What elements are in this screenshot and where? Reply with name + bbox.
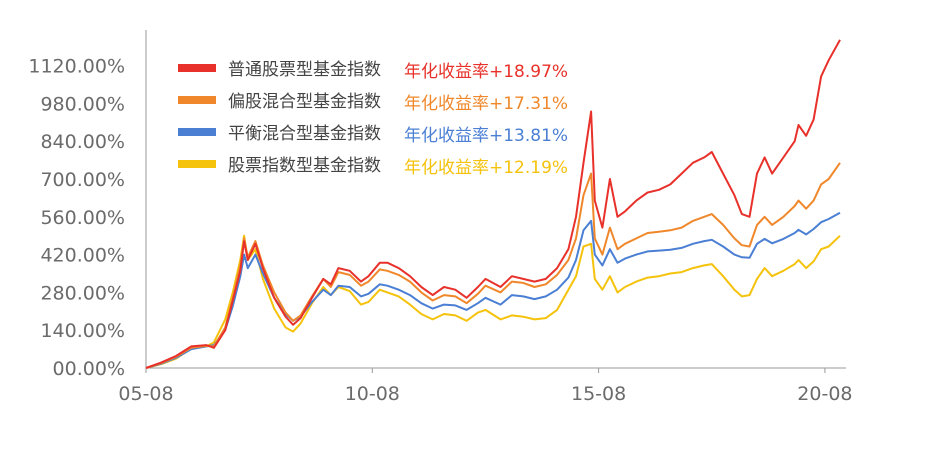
series-line-2	[145, 211, 841, 369]
y-tick-label: 980.00%	[40, 93, 125, 115]
y-tick-label: 420.00%	[40, 245, 125, 267]
legend-series-name: 普通股票型基金指数	[228, 60, 381, 80]
legend-series-name: 偏股混合型基金指数	[228, 92, 381, 112]
legend-annual-return: 年化收益率+18.97%	[404, 62, 568, 82]
x-axis-ticks: 05-08 10-08 15-08 20-08	[118, 368, 853, 405]
legend-swatch	[178, 64, 216, 72]
legend-swatch	[178, 96, 216, 104]
x-tick-label: 20-08	[797, 383, 852, 405]
y-tick-label: 1120.00%	[28, 56, 125, 78]
series-line-3	[145, 234, 841, 369]
y-tick-label: 700.00%	[40, 169, 125, 191]
x-tick-label: 05-08	[118, 383, 173, 405]
y-tick-label: 00.00%	[53, 358, 125, 380]
y-tick-label: 280.00%	[40, 282, 125, 304]
legend: 普通股票型基金指数 年化收益率+18.97% 偏股混合型基金指数 年化收益率+17.3…	[178, 60, 568, 178]
y-axis-ticks: 00.00% 140.00% 280.00% 420.00% 560.00% 700.00…	[28, 56, 125, 380]
legend-swatch	[178, 160, 216, 168]
x-tick-label: 15-08	[571, 383, 626, 405]
legend-annual-return: 年化收益率+17.31%	[404, 94, 568, 114]
legend-swatch	[178, 128, 216, 136]
series-line-0	[145, 39, 841, 369]
x-tick-label: 10-08	[345, 383, 400, 405]
y-tick-label: 560.00%	[40, 207, 125, 229]
legend-series-name: 平衡混合型基金指数	[228, 124, 381, 144]
legend-series-name: 股票指数型基金指数	[228, 156, 381, 176]
y-tick-label: 840.00%	[40, 131, 125, 153]
chart-axes	[145, 30, 846, 369]
legend-annual-return: 年化收益率+12.19%	[404, 158, 568, 178]
y-tick-label: 140.00%	[40, 320, 125, 342]
series-lines	[145, 39, 841, 369]
legend-annual-return: 年化收益率+13.81%	[404, 126, 568, 146]
